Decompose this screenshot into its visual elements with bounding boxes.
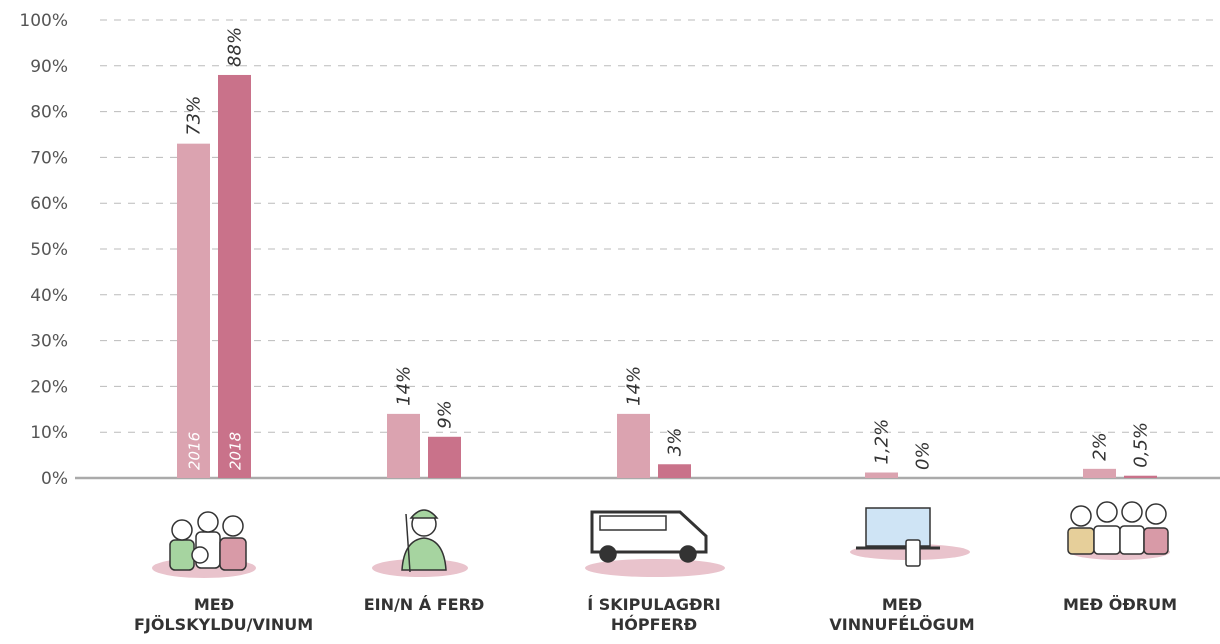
- category-label: MEÐ FJÖLSKYLDU/VINUM: [134, 595, 294, 635]
- bar: [428, 437, 461, 478]
- bar: [1083, 469, 1116, 478]
- bar: [658, 464, 691, 478]
- value-label: 73%: [184, 96, 205, 136]
- value-label: 88%: [225, 27, 246, 67]
- bar: [387, 414, 420, 478]
- category-label: EIN/N Á FERÐ: [344, 595, 504, 615]
- bar: [1124, 476, 1157, 478]
- y-tick-label: 20%: [30, 377, 68, 397]
- y-tick-label: 40%: [30, 286, 68, 306]
- value-label: 3%: [665, 428, 686, 457]
- page: {"chart_data": {"type": "bar", "categori…: [0, 0, 1220, 644]
- category-label: Í SKIPULAGÐRI HÓPFERÐ: [574, 595, 734, 635]
- bar: [177, 144, 210, 478]
- series-name: 2018: [227, 432, 245, 470]
- y-tick-label: 90%: [30, 57, 68, 77]
- bar: [218, 75, 251, 478]
- icons: [152, 502, 1170, 578]
- chart: 0% 10% 20% 30% 40% 50% 60% 70% 80% 90% 100% 73% 2016…: [0, 0, 1220, 644]
- value-label: 14%: [624, 366, 645, 406]
- y-tick-label: 30%: [30, 332, 68, 352]
- value-label: 1,2%: [872, 419, 893, 465]
- category-label: MEÐ VINNUFÉLÖGUM: [822, 595, 982, 635]
- y-tick-label: 50%: [30, 240, 68, 260]
- value-label: 9%: [435, 400, 456, 429]
- y-tick-label: 100%: [19, 11, 68, 31]
- y-tick-label: 0%: [41, 469, 68, 489]
- y-tick-label: 10%: [30, 423, 68, 443]
- bar: [865, 473, 898, 478]
- y-tick-label: 70%: [30, 148, 68, 168]
- bar: [617, 414, 650, 478]
- value-label: 0,5%: [1131, 422, 1152, 468]
- y-tick-label: 60%: [30, 194, 68, 214]
- value-label: 2%: [1090, 432, 1111, 461]
- y-tick-label: 80%: [30, 103, 68, 123]
- series-name: 2016: [186, 432, 204, 470]
- value-label: 0%: [913, 441, 934, 470]
- value-label: 14%: [394, 366, 415, 406]
- category-label: MEÐ ÖÐRUM: [1040, 595, 1200, 615]
